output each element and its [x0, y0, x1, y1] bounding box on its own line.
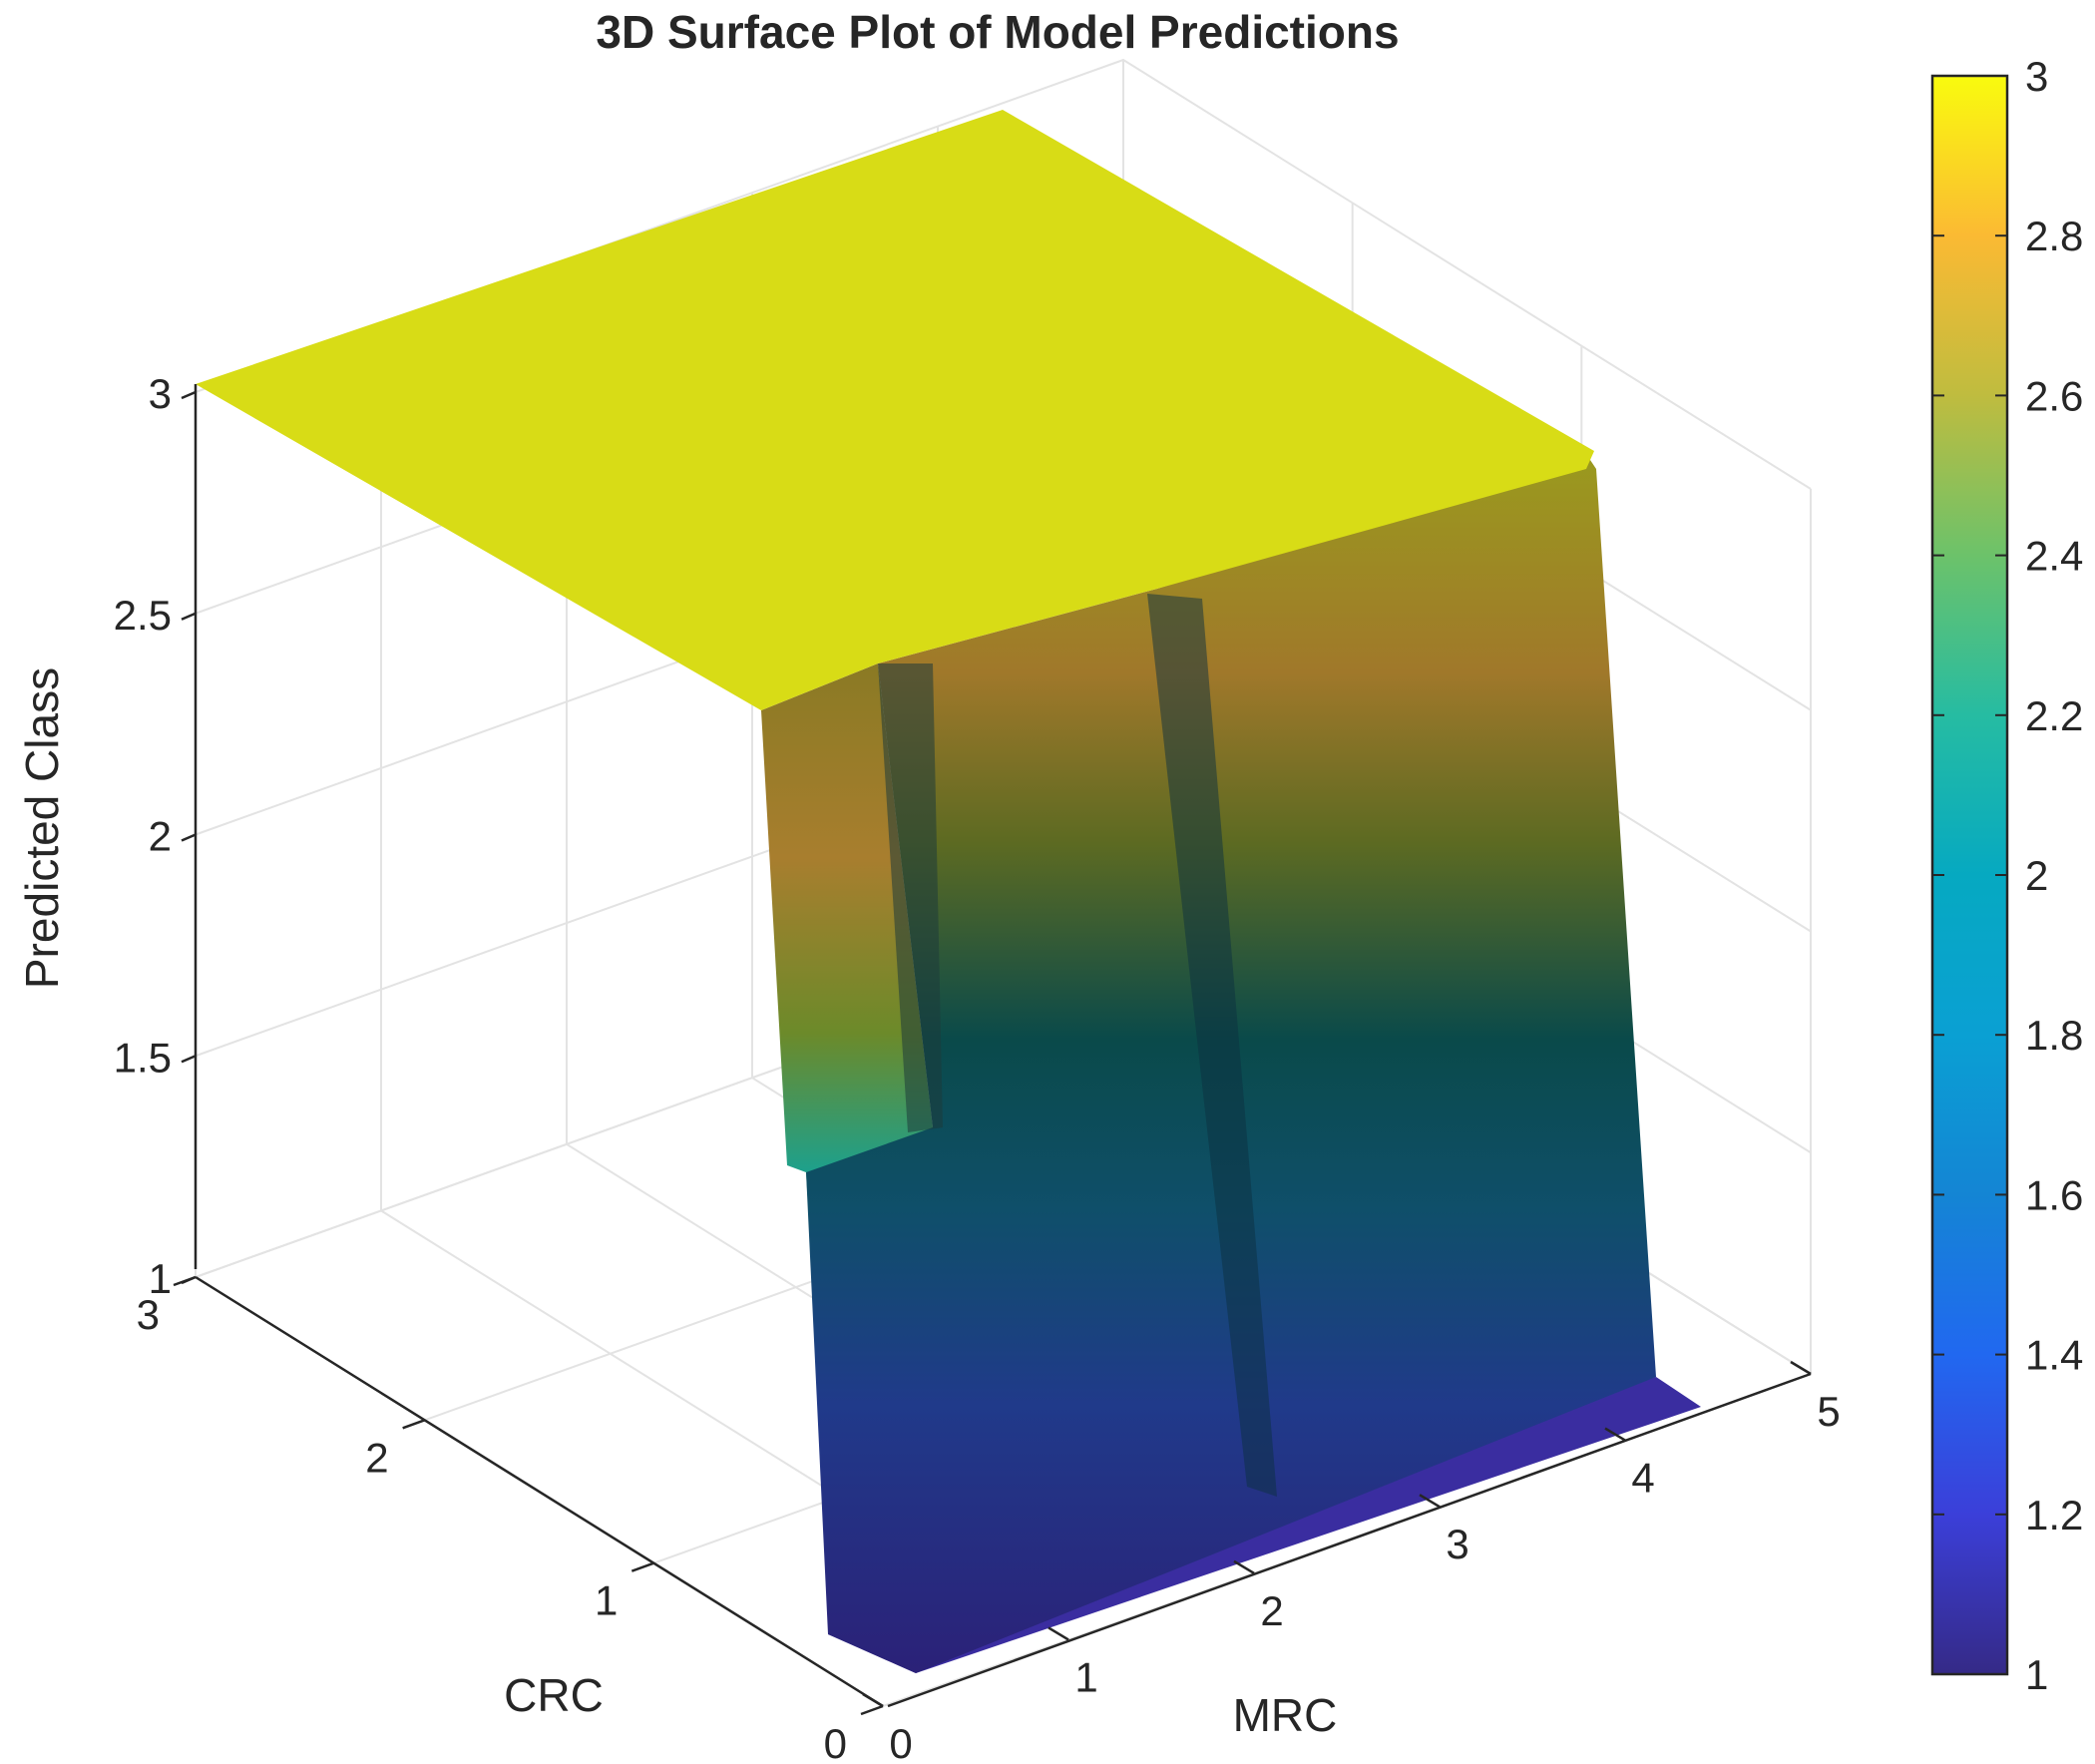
x-tick: [1790, 1360, 1812, 1376]
x-tick-label: 5: [1817, 1388, 1840, 1435]
colorbar-tick-label: 2.8: [2025, 213, 2083, 259]
z-tick-label: 1: [149, 1255, 172, 1302]
chart-title: 3D Surface Plot of Model Predictions: [596, 6, 1399, 58]
y-tick-label: 2: [365, 1434, 388, 1481]
colorbar-tick-label: 2.6: [2025, 372, 2083, 419]
y-tick-label: 3: [137, 1291, 160, 1338]
x-tick-label: 2: [1260, 1587, 1283, 1634]
y-tick-label: 0: [824, 1720, 847, 1764]
x-axis-label: MRC: [1233, 1689, 1338, 1741]
colorbar-tick-label: 2: [2025, 852, 2048, 899]
surface: [196, 110, 1701, 1673]
z-tick: [181, 833, 197, 842]
colorbar-tick-label: 2.2: [2025, 692, 2083, 739]
x-tick: [1233, 1559, 1255, 1574]
y-axis-label: CRC: [504, 1669, 604, 1721]
colorbar-tick-label: 1.8: [2025, 1012, 2083, 1059]
x-tick: [862, 1692, 884, 1708]
z-tick-label: 2.5: [114, 592, 172, 639]
colorbar-tick-label: 1.4: [2025, 1332, 2083, 1379]
tick-labels: 1 1.5 2 2.5 3 0 1 2 3 0 1 2 3 4 5: [114, 370, 1841, 1764]
colorbar: 1 1.2 1.4 1.6 1.8 2 2.2 2.4 2.6 2.8 3: [1930, 53, 2083, 1698]
z-tick-label: 2: [149, 813, 172, 860]
z-tick-label: 3: [149, 370, 172, 417]
y-tick: [402, 1419, 426, 1430]
colorbar-tick-label: 3: [2025, 53, 2048, 100]
x-tick-label: 4: [1631, 1455, 1654, 1502]
x-axis-line: [887, 1372, 1812, 1708]
z-axis-label: Predicted Class: [16, 667, 68, 989]
colorbar-tick-label: 1.6: [2025, 1171, 2083, 1218]
x-tick: [1604, 1427, 1626, 1442]
colorbar-tick-label: 2.4: [2025, 533, 2083, 580]
y-tick: [173, 1275, 197, 1287]
x-tick: [1419, 1494, 1441, 1509]
x-tick-label: 1: [1074, 1653, 1097, 1700]
x-tick-label: 0: [889, 1720, 912, 1764]
surface-groove-2: [1147, 594, 1277, 1497]
colorbar-gradient: [1930, 74, 2009, 1676]
z-tick-label: 1.5: [114, 1034, 172, 1081]
y-tick: [630, 1561, 654, 1572]
colorbar-tick-label: 1.2: [2025, 1492, 2083, 1539]
z-tick: [181, 390, 197, 400]
y-tick-label: 1: [595, 1577, 618, 1624]
surface-plateau-class-3: [196, 110, 1594, 710]
y-tick: [860, 1704, 884, 1716]
x-tick: [1048, 1626, 1069, 1641]
axes: [194, 384, 1812, 1708]
colorbar-tick-label: 1: [2025, 1651, 2048, 1698]
z-tick: [181, 1055, 197, 1064]
surface-groove-1: [878, 663, 943, 1132]
y-axis-line: [195, 1275, 884, 1708]
x-tick-label: 3: [1446, 1521, 1468, 1567]
z-tick: [181, 612, 197, 621]
